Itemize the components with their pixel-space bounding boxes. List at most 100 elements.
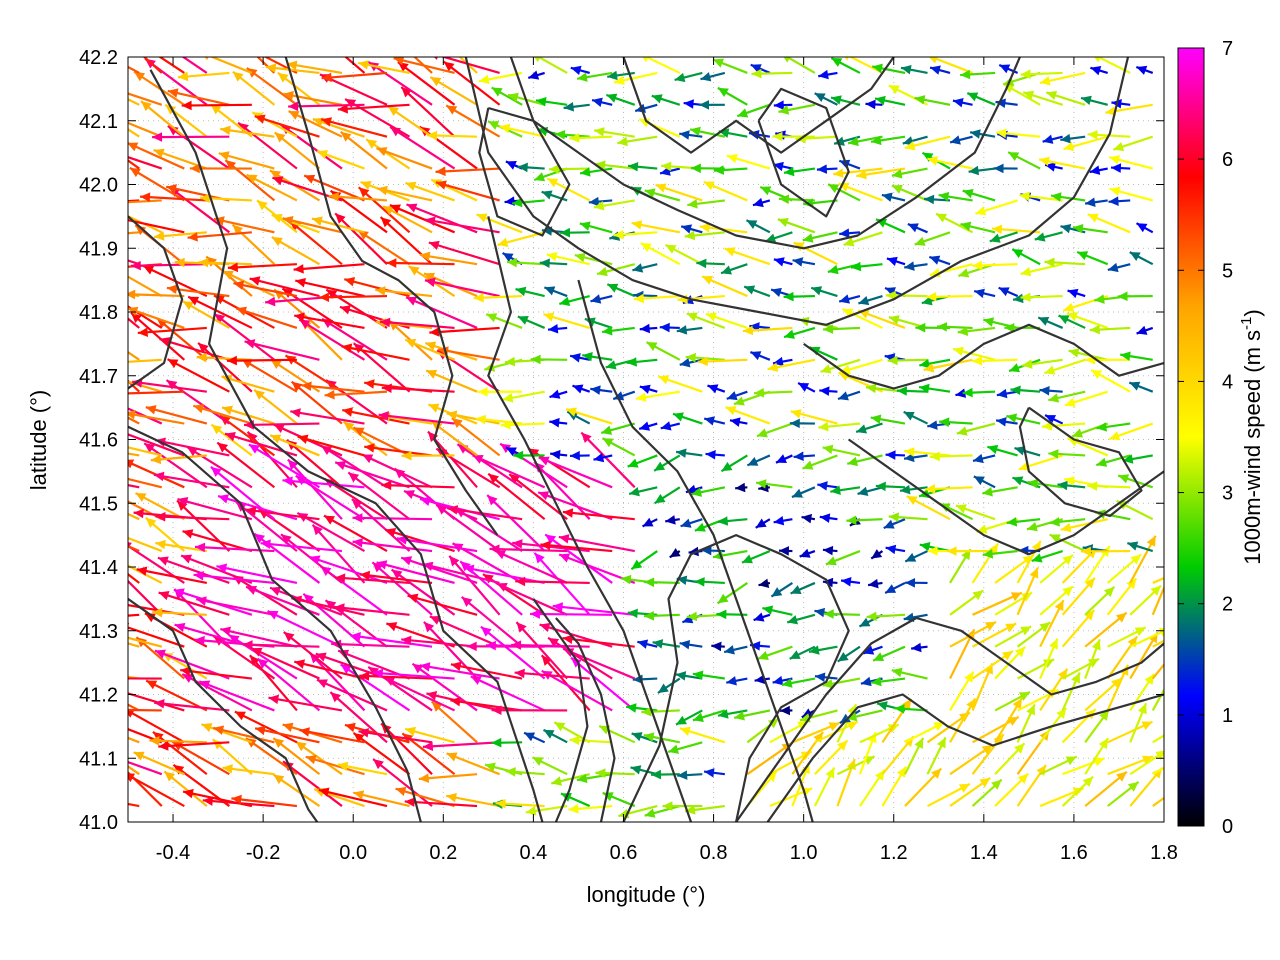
wind-vector bbox=[159, 337, 230, 361]
wind-vector bbox=[294, 312, 365, 330]
wind-vector bbox=[1038, 156, 1086, 170]
wind-vector bbox=[711, 641, 725, 652]
wind-vector bbox=[301, 381, 365, 393]
wind-vector bbox=[256, 657, 321, 712]
wind-vector bbox=[960, 221, 996, 234]
wind-vector bbox=[973, 475, 996, 489]
wind-vector bbox=[391, 568, 456, 616]
wind-vector bbox=[472, 454, 546, 489]
wind-vector bbox=[1020, 69, 1063, 79]
wind-vector bbox=[703, 768, 725, 778]
wind-vector bbox=[128, 433, 185, 457]
wind-vector bbox=[128, 275, 163, 298]
wind-vector bbox=[582, 351, 613, 362]
x-tick-label: 0.4 bbox=[519, 842, 547, 864]
wind-vector bbox=[448, 555, 501, 616]
wind-vector bbox=[973, 288, 996, 298]
wind-vector bbox=[1089, 165, 1108, 175]
wind-vector bbox=[334, 212, 388, 265]
wind-vectors bbox=[128, 57, 1164, 819]
x-tick-label: 1.0 bbox=[790, 842, 818, 864]
wind-vector bbox=[181, 57, 208, 74]
x-tick-label: 0.2 bbox=[429, 842, 457, 864]
wind-vector bbox=[640, 242, 681, 266]
contour-line bbox=[128, 598, 319, 822]
wind-vector bbox=[1020, 263, 1063, 277]
y-tick-label: 41.6 bbox=[79, 430, 118, 452]
wind-vector bbox=[246, 173, 298, 202]
wind-vector bbox=[881, 192, 906, 202]
wind-vector bbox=[778, 546, 793, 556]
wind-vector bbox=[422, 741, 500, 752]
wind-vector bbox=[888, 512, 928, 522]
wind-vector bbox=[817, 481, 838, 491]
wind-vector bbox=[1048, 390, 1086, 403]
wind-vector bbox=[272, 773, 321, 807]
wind-vector bbox=[424, 277, 500, 298]
wind-vector bbox=[994, 691, 1031, 712]
wind-vector bbox=[543, 312, 591, 329]
wind-vector bbox=[512, 539, 590, 553]
wind-vector bbox=[642, 57, 681, 74]
wind-vector bbox=[802, 231, 838, 243]
contour-line bbox=[757, 87, 850, 218]
wind-vector bbox=[1039, 755, 1078, 776]
wind-vector bbox=[237, 121, 298, 170]
wind-vector bbox=[642, 517, 658, 528]
wind-vector bbox=[269, 434, 320, 457]
wind-vector bbox=[128, 636, 163, 648]
wind-vector bbox=[152, 607, 207, 618]
contour-line bbox=[464, 57, 1130, 326]
wind-vector bbox=[691, 486, 726, 497]
y-tick-label: 41.0 bbox=[79, 812, 118, 834]
colorbar-tick-label: 3 bbox=[1222, 483, 1233, 505]
wind-vector bbox=[187, 231, 252, 242]
wind-vector bbox=[128, 536, 163, 553]
wind-vector bbox=[224, 159, 276, 202]
wind-vector bbox=[358, 186, 411, 234]
wind-vector bbox=[460, 596, 523, 648]
wind-vector bbox=[136, 566, 208, 585]
wind-vector bbox=[476, 213, 523, 234]
wind-vector bbox=[846, 515, 883, 526]
wind-vector bbox=[1127, 541, 1154, 553]
wind-vector bbox=[128, 770, 163, 807]
wind-vector bbox=[547, 324, 568, 334]
wind-vector bbox=[779, 705, 793, 716]
wind-vector bbox=[987, 444, 1018, 457]
wind-vector bbox=[546, 251, 590, 266]
wind-vector bbox=[595, 160, 635, 170]
wind-vector bbox=[841, 308, 883, 329]
wind-vector bbox=[128, 675, 140, 680]
wind-vector bbox=[723, 645, 748, 655]
wind-vector bbox=[379, 317, 455, 330]
wind-vector bbox=[531, 756, 568, 776]
wind-vector bbox=[743, 285, 771, 298]
wind-vector bbox=[400, 556, 478, 584]
wind-vector bbox=[1090, 368, 1131, 393]
contour-line bbox=[577, 279, 814, 822]
wind-vector bbox=[418, 773, 478, 783]
wind-vector bbox=[128, 289, 185, 300]
wind-vector bbox=[1129, 702, 1148, 743]
wind-vector bbox=[548, 164, 590, 174]
wind-vector bbox=[155, 512, 230, 522]
wind-vector bbox=[445, 104, 501, 138]
wind-vector bbox=[497, 231, 545, 247]
x-axis-title: longitude (°) bbox=[587, 882, 706, 907]
wind-vector bbox=[128, 159, 140, 170]
wind-vector bbox=[735, 482, 748, 493]
wind-vector bbox=[213, 312, 276, 361]
wind-vector bbox=[1048, 449, 1086, 459]
y-tick-label: 41.7 bbox=[79, 366, 118, 388]
wind-vector bbox=[167, 358, 230, 393]
wind-vector bbox=[792, 257, 816, 267]
wind-vector bbox=[1084, 611, 1128, 648]
wind-vector bbox=[128, 379, 141, 393]
wind-vector bbox=[128, 446, 163, 457]
wind-vector bbox=[949, 620, 997, 648]
wind-vector bbox=[801, 513, 816, 524]
wind-vector bbox=[1039, 385, 1063, 396]
wind-vector bbox=[894, 704, 928, 714]
wind-vector bbox=[870, 135, 906, 146]
